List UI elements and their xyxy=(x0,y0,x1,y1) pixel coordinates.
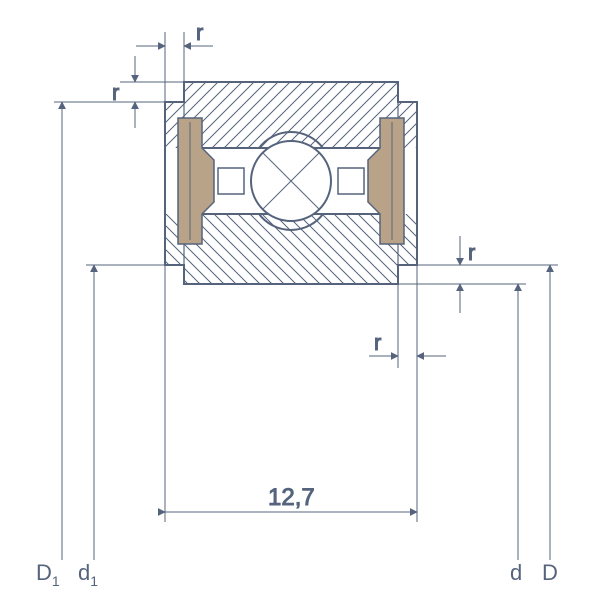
label-r-top-outer: r xyxy=(112,80,119,105)
label-r-midright: r xyxy=(468,240,475,265)
label-D: D xyxy=(542,560,558,585)
bearing-section-drawing: r r r r 12,7 xyxy=(0,0,600,600)
label-width-12-7: 12,7 xyxy=(268,484,315,511)
svg-text:d1: d1 xyxy=(78,560,98,589)
axis-labels: D1 d1 d D xyxy=(36,560,558,589)
label-d: d xyxy=(510,560,522,585)
label-d1-base: d xyxy=(78,560,90,585)
label-D1-sub: 1 xyxy=(52,573,60,589)
section-block xyxy=(165,82,417,284)
cage-left xyxy=(218,168,244,194)
label-r-bot-inner: r xyxy=(374,330,381,355)
label-d1-sub: 1 xyxy=(90,573,98,589)
svg-text:D1: D1 xyxy=(36,560,60,589)
label-r-top-inner: r xyxy=(196,20,203,45)
cage-right xyxy=(338,168,364,194)
label-D1-base: D xyxy=(36,560,52,585)
